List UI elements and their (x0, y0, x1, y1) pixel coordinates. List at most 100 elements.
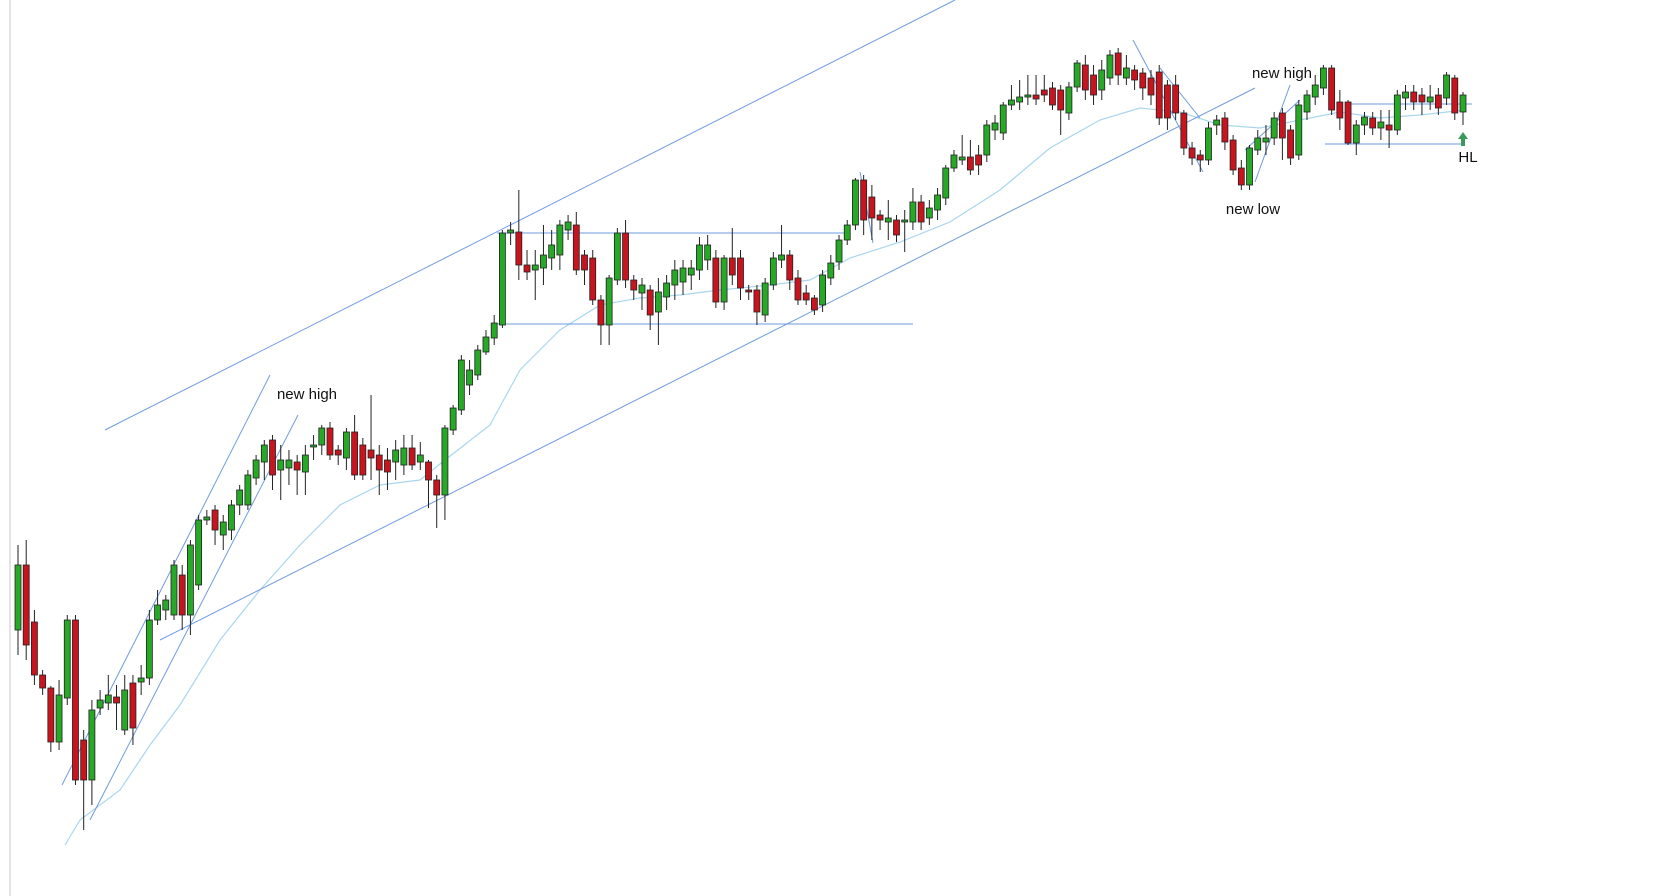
candle-body (1287, 129, 1294, 159)
candle-body (1098, 69, 1106, 91)
candle-body (449, 407, 457, 431)
candle-body (958, 156, 966, 161)
candle-body (490, 322, 498, 339)
candle-body (975, 154, 982, 166)
candle-body (129, 682, 137, 729)
candle-body (622, 232, 629, 281)
candle-body (638, 284, 646, 294)
candle-body (1385, 124, 1393, 131)
candle-body (170, 564, 178, 616)
candle-body (1057, 89, 1065, 111)
candle-body (39, 674, 47, 689)
candle-body (523, 264, 531, 273)
candle-body (819, 274, 827, 306)
candle-body (1328, 67, 1336, 111)
candle-body (425, 461, 432, 481)
candle-body (1402, 91, 1409, 99)
candle-body (1205, 127, 1212, 161)
candle-body (1270, 117, 1278, 139)
candle-body (827, 262, 835, 279)
candle-body (334, 449, 342, 456)
candle-body (187, 544, 194, 616)
candle-body (1336, 101, 1344, 119)
candle-body (88, 709, 96, 781)
candle-body (178, 574, 186, 616)
candle-body (1065, 86, 1073, 114)
candle-body (671, 269, 679, 286)
candle-body (310, 444, 317, 448)
candle-body (572, 224, 580, 271)
candle-body (228, 504, 235, 531)
up-arrow (1458, 132, 1468, 146)
candle-body (269, 439, 276, 476)
candle-body (909, 201, 917, 223)
candle-body (1237, 167, 1245, 186)
candle-body (1361, 116, 1368, 126)
candle-body (260, 444, 268, 463)
candle-body (761, 282, 769, 316)
candle-body (556, 224, 564, 256)
candle-body (244, 474, 252, 506)
trend-line (61, 374, 271, 786)
candle-body (696, 244, 703, 271)
trend-lines (61, 0, 1472, 821)
candle-body (704, 244, 712, 261)
candle-body (720, 257, 728, 303)
candle-body (416, 454, 424, 463)
candle-body (408, 447, 416, 466)
candle-body (1155, 71, 1163, 119)
candle-body (1451, 77, 1459, 114)
candle-body (581, 254, 588, 271)
candle-body (1344, 101, 1352, 144)
candle-body (1024, 94, 1032, 98)
candle-body (457, 359, 465, 411)
trend-line (104, 0, 956, 431)
candle-body (359, 444, 367, 476)
candle-body (630, 279, 638, 291)
candle-body (121, 689, 129, 731)
candle-body (737, 257, 744, 289)
candle-body (613, 232, 621, 281)
candle-body (1229, 139, 1237, 171)
candle-body (113, 696, 120, 704)
candle-body (1188, 147, 1196, 159)
candle-body (564, 221, 572, 231)
candle-body (1426, 96, 1434, 103)
candle-body (1246, 147, 1253, 186)
candle-body (1172, 84, 1180, 114)
candle-body (835, 239, 843, 263)
candle-body (802, 292, 810, 301)
candle-body (285, 459, 293, 469)
candle-body (654, 291, 662, 313)
candle-body (1459, 94, 1467, 113)
candle-body (1311, 84, 1319, 98)
annotation: new high (1252, 65, 1312, 82)
candle-body (1016, 96, 1024, 103)
candle-body (1393, 94, 1401, 131)
candle-body (1090, 74, 1097, 96)
candle-body (162, 599, 170, 611)
candle-body (293, 461, 301, 471)
candle-body (466, 369, 473, 386)
annotation: HL (1458, 149, 1477, 166)
candle-body (852, 179, 859, 226)
candle-body (14, 564, 22, 631)
candle-body (769, 257, 777, 286)
candle-body (794, 277, 802, 301)
candle-body (712, 257, 720, 303)
candle-body (1049, 87, 1056, 106)
trend-line (1159, 67, 1201, 119)
candle-body (966, 156, 974, 171)
candle-body (934, 194, 941, 211)
candle-body (367, 449, 375, 459)
candle-body (917, 201, 925, 223)
candle-body (384, 459, 391, 473)
trend-line (89, 414, 299, 821)
candle-body (646, 289, 654, 316)
candle-body (728, 257, 736, 276)
candle-body (679, 267, 687, 283)
candle-body (441, 427, 449, 496)
candle-body (515, 231, 523, 266)
candle-body (999, 104, 1007, 134)
